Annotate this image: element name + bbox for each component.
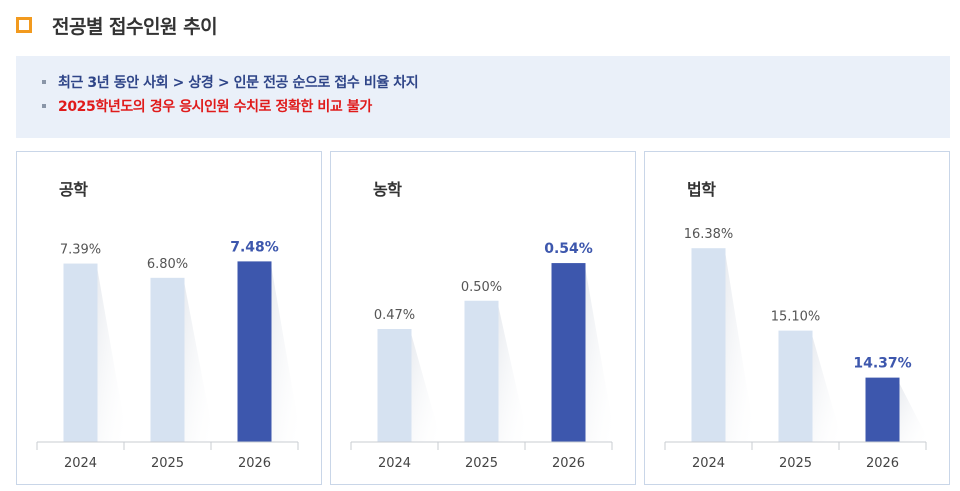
section-title: 전공별 접수인원 추이 [52,15,218,38]
data-label: 14.37% [853,356,911,372]
note-text: 최근 3년 동안 사회 > 상경 > 인문 전공 순으로 접수 비율 차지 [58,75,419,91]
data-label: 16.38% [684,227,734,242]
chart-panel-law: 법학 16.38% 2024 15.10% 2025 14.37% 2026 [644,151,950,485]
data-label: 0.50% [461,280,502,295]
bar-2026 [237,261,272,442]
bar-shadow [184,283,215,442]
data-label: 6.80% [147,257,188,272]
bar-2026 [865,377,900,442]
x-tick-label: 2024 [64,456,97,471]
chart-panel-agriculture: 농학 0.47% 2024 0.50% 2025 0.54% 2026 [330,151,636,485]
bar-chart: 0.47% 2024 0.50% 2025 0.54% 2026 [350,241,616,471]
square-bullet-icon [16,17,32,33]
x-tick-label: 2026 [552,456,585,471]
x-tick-label: 2026 [238,456,271,471]
data-label: 0.54% [544,241,593,257]
bar-2026 [551,263,586,442]
section-header: 전공별 접수인원 추이 [16,10,218,40]
bullet-icon [42,104,46,108]
bar-shadow [411,335,442,442]
bar-2024 [377,329,412,442]
x-tick-label: 2025 [779,456,812,471]
x-tick-label: 2025 [151,456,184,471]
x-tick-label: 2026 [866,456,899,471]
chart-title: 법학 [687,180,716,199]
data-label: 15.10% [771,310,821,325]
chart-title: 공학 [59,180,88,199]
bar-chart: 7.39% 2024 6.80% 2025 7.48% 2026 [36,239,302,471]
bar-2024 [691,248,726,442]
data-label: 7.39% [60,243,101,258]
bar-shadow [498,306,529,442]
x-tick-label: 2024 [378,456,411,471]
bar-2025 [150,277,185,442]
bar-shadow [585,269,616,442]
x-tick-label: 2024 [692,456,725,471]
data-label: 0.47% [374,308,415,323]
chart-panel-engineering: 공학 7.39% 2024 6.80% 2025 7.48% 2026 [16,151,322,485]
bullet-icon [42,80,46,84]
bar-shadow [725,254,756,442]
bar-shadow [97,269,128,442]
chart-title: 농학 [373,180,402,199]
bar-chart: 16.38% 2024 15.10% 2025 14.37% 2026 [664,227,930,471]
bar-shadow [899,383,930,442]
bar-shadow [812,336,843,442]
data-label: 7.48% [230,239,279,255]
note-text: 2025학년도의 경우 응시인원 수치로 정확한 비교 불가 [58,99,372,115]
note-item: 2025학년도의 경우 응시인원 수치로 정확한 비교 불가 [40,94,926,118]
notes-box: 최근 3년 동안 사회 > 상경 > 인문 전공 순으로 접수 비율 차지 20… [16,56,950,138]
bar-2024 [63,263,98,442]
bar-2025 [778,330,813,442]
x-tick-label: 2025 [465,456,498,471]
note-item: 최근 3년 동안 사회 > 상경 > 인문 전공 순으로 접수 비율 차지 [40,70,926,94]
bar-shadow [271,267,302,442]
bar-2025 [464,300,499,442]
